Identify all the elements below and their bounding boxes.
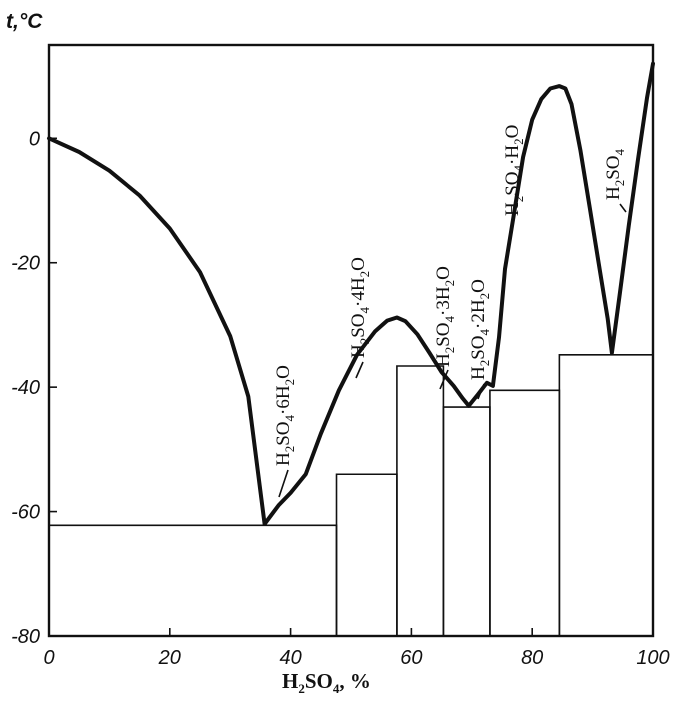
annotation-tri: H2SO4·3H2O	[433, 266, 457, 367]
eutectic-boxes	[48, 354, 654, 636]
y-tick-labels: 0 -20 -40 -60 -80	[11, 128, 40, 648]
x-tick-label-3: 60	[400, 647, 422, 669]
plot-frame	[47, 43, 655, 638]
annotation-leaders	[278, 203, 627, 498]
phase-annotations: H2SO4·6H2O H2SO4·4H2O H2SO4·3H2O H2SO4·2H2O…	[273, 125, 627, 466]
x-tick-labels: 0 20 40 60 80 100	[43, 647, 669, 669]
eutectic-box-0	[48, 524, 338, 636]
eutectic-box-1	[335, 473, 398, 636]
annotation-acid: H2SO4	[603, 148, 627, 200]
annotation-mono: H2SO4·H2O	[502, 125, 526, 216]
eutectic-box-5	[558, 354, 654, 636]
x-tick-label-2: 40	[279, 647, 301, 669]
y-tick-label-1: -20	[11, 253, 40, 275]
leader-line-0	[278, 469, 289, 498]
x-axis-title: H2SO4, %	[282, 669, 371, 696]
x-tick-label-5: 100	[636, 647, 669, 669]
x-tick-label-1: 20	[158, 647, 181, 669]
y-tick-label-3: -60	[11, 502, 40, 524]
x-tick-label-4: 80	[521, 647, 543, 669]
y-tick-label-0: 0	[29, 128, 40, 150]
axis-ticks	[48, 137, 654, 637]
leader-line-2	[439, 369, 449, 390]
leader-line-4	[619, 203, 627, 213]
y-tick-label-4: -80	[11, 626, 40, 648]
liquidus-curve	[47, 61, 655, 526]
eutectic-box-3	[442, 406, 491, 636]
eutectic-box-2	[396, 365, 445, 636]
annotation-di: H2SO4·2H2O	[468, 279, 492, 380]
y-axis-title: t,°C	[6, 10, 43, 33]
annotation-tetra: H2SO4·4H2O	[348, 257, 372, 358]
leader-line-3	[477, 383, 485, 400]
eutectic-box-4	[489, 389, 561, 636]
leader-line-1	[355, 361, 364, 379]
annotation-hex: H2SO4·6H2O	[273, 365, 297, 466]
y-tick-label-2: -40	[11, 377, 40, 399]
x-tick-label-0: 0	[43, 647, 54, 669]
